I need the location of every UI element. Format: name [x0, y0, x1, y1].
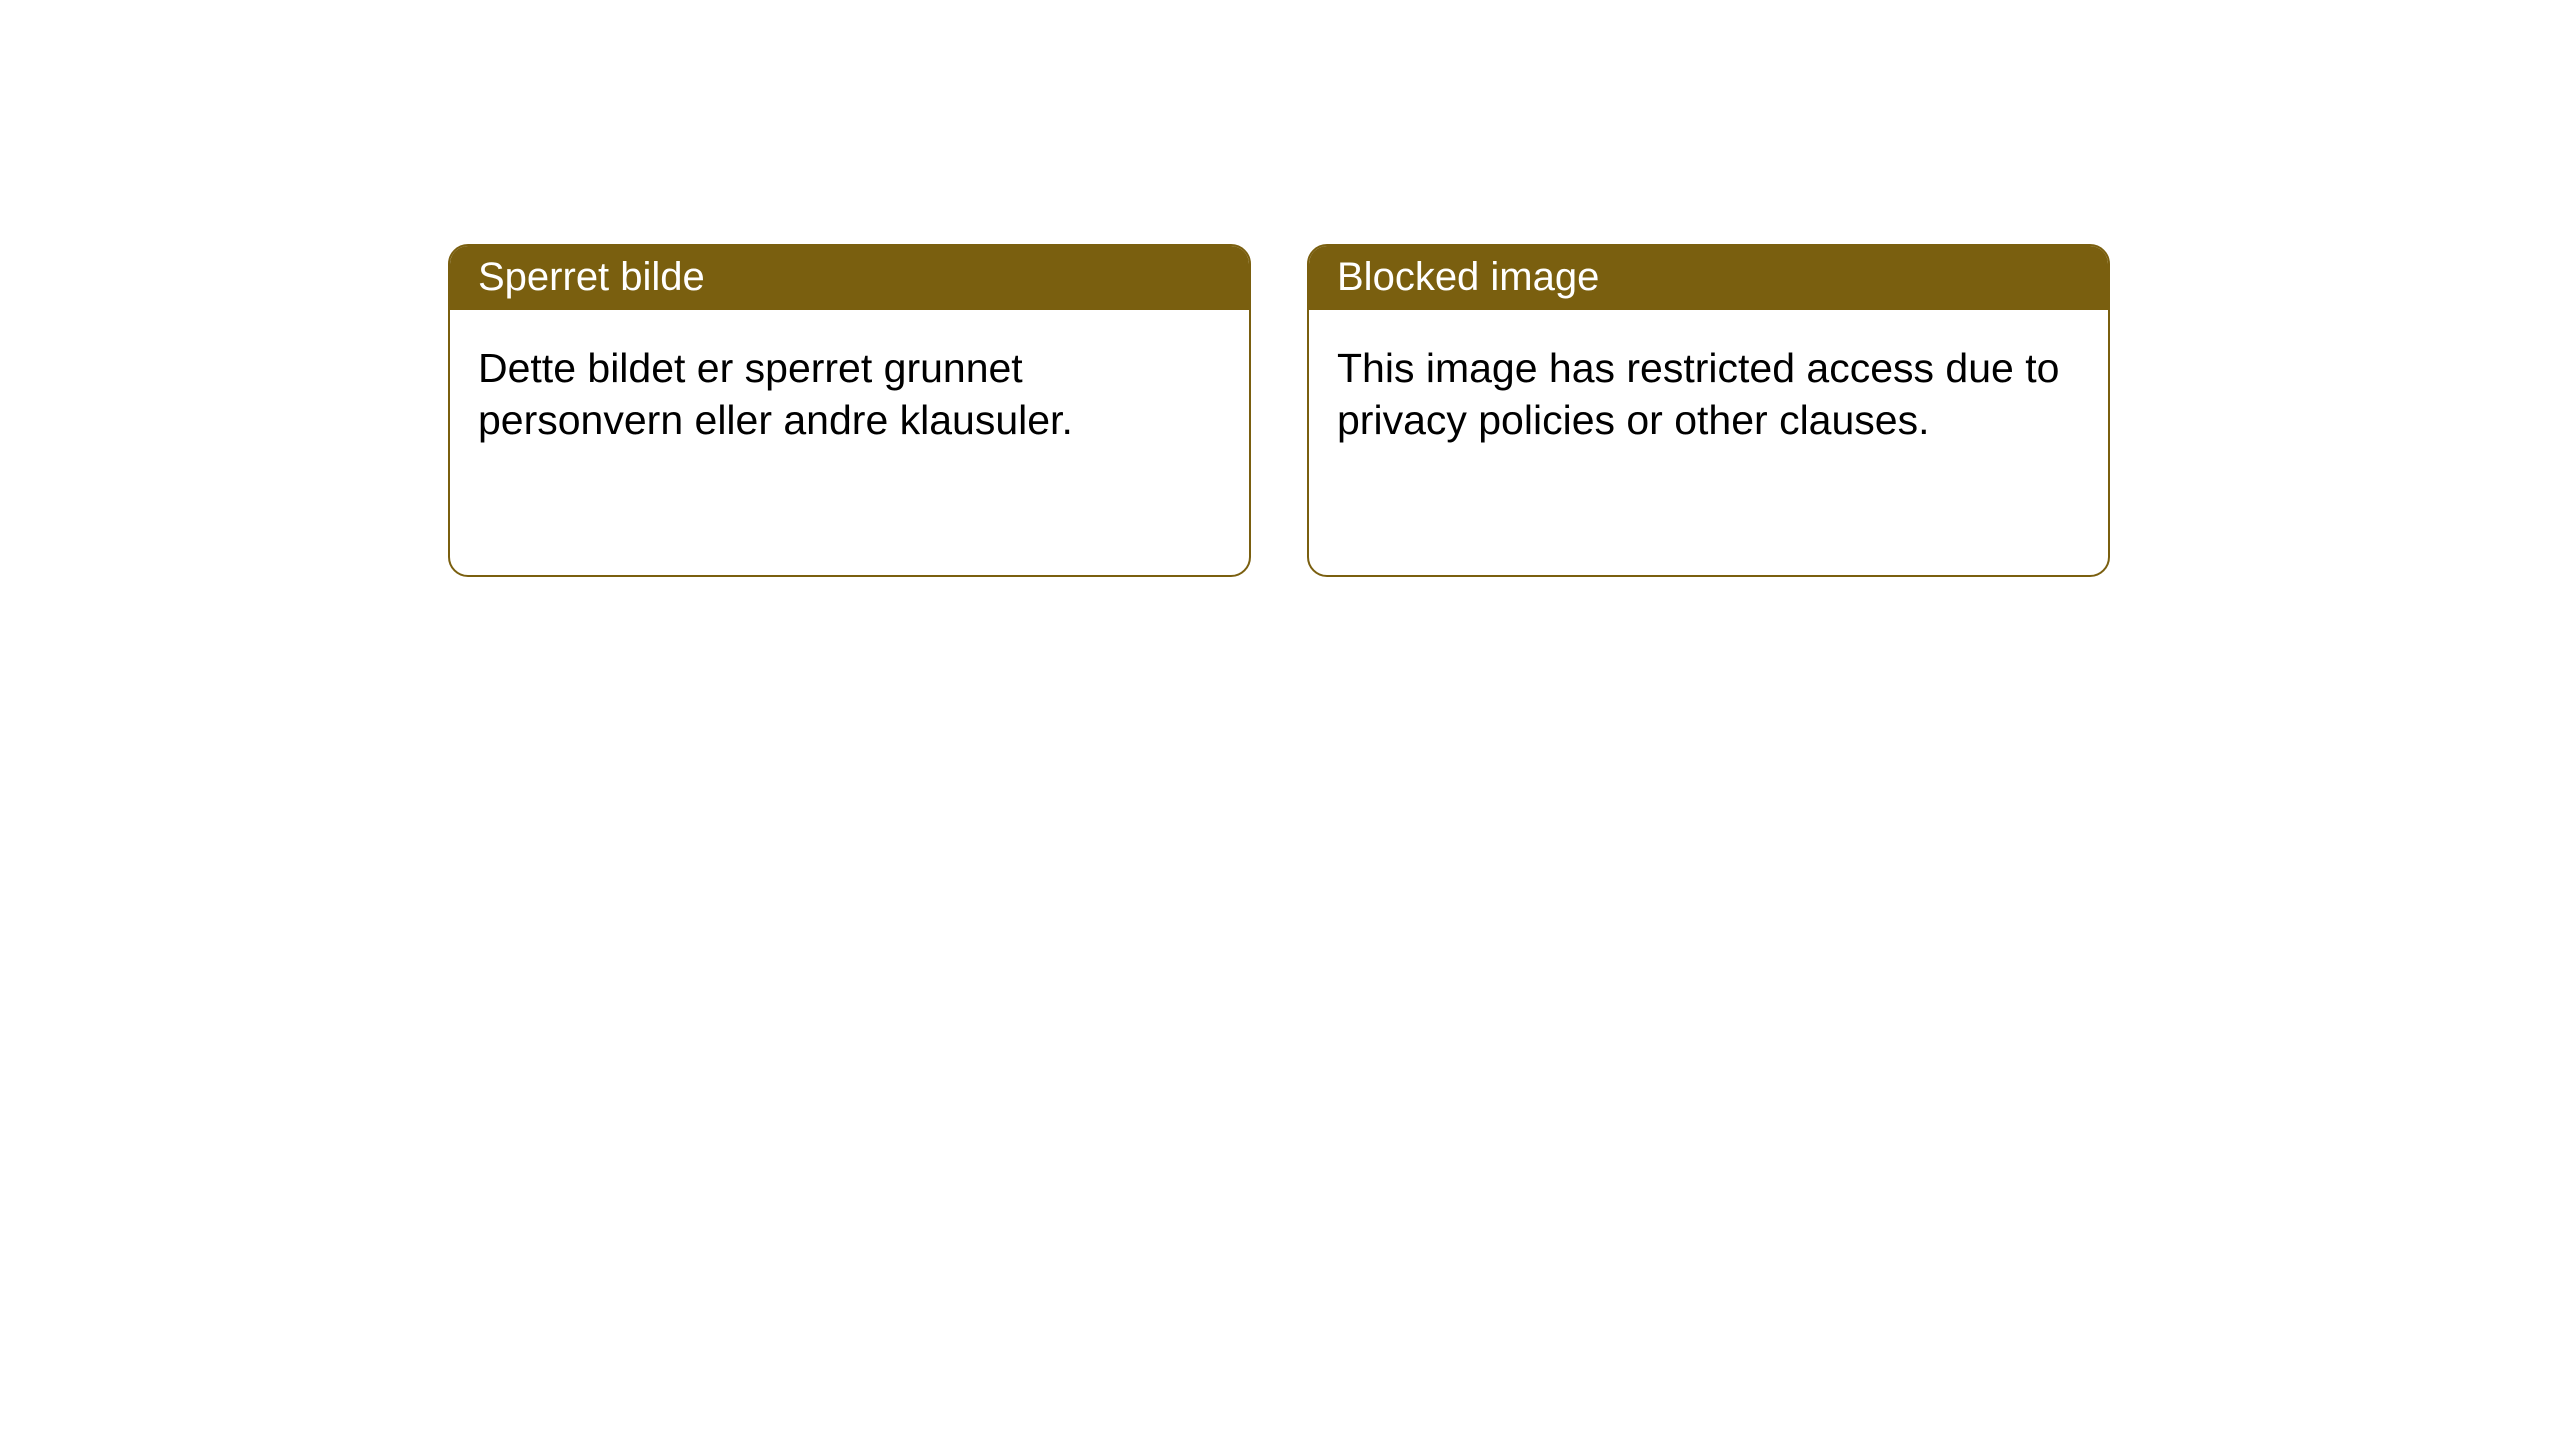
notices-container: Sperret bilde Dette bildet er sperret gr… [0, 0, 2560, 577]
notice-box-norwegian: Sperret bilde Dette bildet er sperret gr… [448, 244, 1251, 577]
notice-box-english: Blocked image This image has restricted … [1307, 244, 2110, 577]
notice-body: Dette bildet er sperret grunnet personve… [450, 310, 1249, 475]
notice-header: Sperret bilde [450, 246, 1249, 310]
notice-body: This image has restricted access due to … [1309, 310, 2108, 475]
notice-header: Blocked image [1309, 246, 2108, 310]
